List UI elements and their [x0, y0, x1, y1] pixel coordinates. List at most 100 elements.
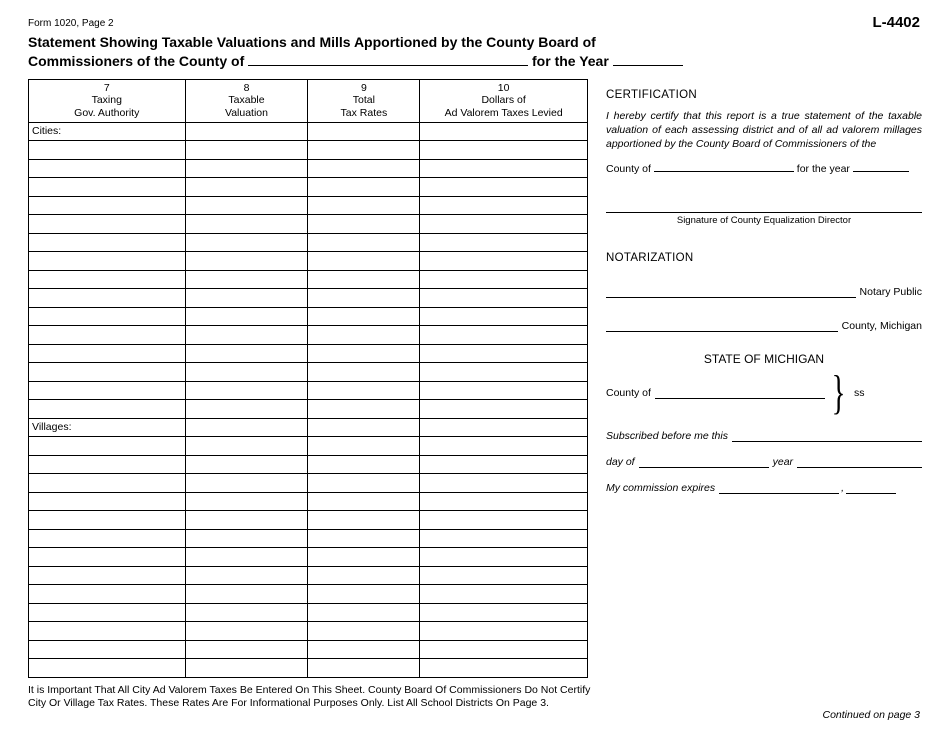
table-cell[interactable]	[308, 159, 420, 178]
table-cell[interactable]	[308, 326, 420, 345]
table-cell[interactable]	[420, 307, 588, 326]
table-row[interactable]	[29, 511, 588, 530]
table-cell[interactable]	[185, 529, 308, 548]
table-cell[interactable]	[420, 548, 588, 567]
table-cell[interactable]	[29, 548, 186, 567]
table-cell[interactable]	[420, 566, 588, 585]
day-blank[interactable]	[639, 457, 769, 468]
table-cell[interactable]	[185, 252, 308, 271]
table-row[interactable]	[29, 159, 588, 178]
table-cell[interactable]	[308, 400, 420, 419]
table-cell[interactable]	[185, 566, 308, 585]
table-cell[interactable]	[308, 474, 420, 493]
table-cell[interactable]	[420, 122, 588, 141]
table-cell[interactable]	[29, 326, 186, 345]
table-cell[interactable]	[420, 326, 588, 345]
table-cell[interactable]	[185, 622, 308, 641]
table-cell[interactable]	[308, 233, 420, 252]
ss-county-blank[interactable]	[655, 388, 825, 399]
table-cell[interactable]	[420, 141, 588, 160]
table-cell[interactable]	[185, 159, 308, 178]
table-cell[interactable]	[185, 326, 308, 345]
table-cell[interactable]	[308, 363, 420, 382]
table-cell[interactable]	[308, 270, 420, 289]
table-row[interactable]	[29, 326, 588, 345]
table-row[interactable]	[29, 603, 588, 622]
table-cell[interactable]	[185, 492, 308, 511]
table-cell[interactable]	[185, 215, 308, 234]
cert-year-blank[interactable]	[853, 161, 909, 172]
table-cell[interactable]	[185, 178, 308, 197]
table-row[interactable]	[29, 622, 588, 641]
table-row[interactable]	[29, 529, 588, 548]
table-cell[interactable]	[308, 289, 420, 308]
table-cell[interactable]	[185, 270, 308, 289]
table-cell[interactable]	[185, 603, 308, 622]
table-cell[interactable]	[185, 122, 308, 141]
table-cell[interactable]	[29, 196, 186, 215]
table-row[interactable]	[29, 344, 588, 363]
table-cell[interactable]	[420, 159, 588, 178]
table-row[interactable]	[29, 270, 588, 289]
table-row[interactable]	[29, 455, 588, 474]
table-row[interactable]	[29, 437, 588, 456]
table-cell[interactable]	[185, 344, 308, 363]
table-cell[interactable]	[29, 307, 186, 326]
table-cell[interactable]	[420, 529, 588, 548]
table-cell[interactable]	[420, 585, 588, 604]
table-cell[interactable]	[308, 585, 420, 604]
table-cell[interactable]	[29, 529, 186, 548]
table-cell[interactable]	[185, 141, 308, 160]
county-blank[interactable]	[248, 54, 528, 66]
table-row[interactable]	[29, 252, 588, 271]
table-cell[interactable]	[29, 511, 186, 530]
table-cell[interactable]	[29, 381, 186, 400]
table-cell[interactable]	[185, 640, 308, 659]
table-cell[interactable]	[29, 603, 186, 622]
table-row[interactable]	[29, 363, 588, 382]
table-cell[interactable]	[420, 233, 588, 252]
table-cell[interactable]	[308, 659, 420, 678]
table-cell[interactable]	[185, 363, 308, 382]
table-cell[interactable]	[185, 418, 308, 437]
table-cell[interactable]	[185, 455, 308, 474]
table-cell[interactable]	[29, 344, 186, 363]
table-cell[interactable]	[29, 178, 186, 197]
table-cell[interactable]	[29, 141, 186, 160]
table-cell[interactable]	[420, 252, 588, 271]
table-cell[interactable]	[29, 215, 186, 234]
table-row[interactable]	[29, 640, 588, 659]
table-cell[interactable]	[29, 437, 186, 456]
table-cell[interactable]	[29, 270, 186, 289]
table-row[interactable]	[29, 474, 588, 493]
table-cell[interactable]	[420, 474, 588, 493]
subscribed-blank[interactable]	[732, 431, 922, 442]
table-cell[interactable]	[308, 122, 420, 141]
table-cell[interactable]	[420, 363, 588, 382]
table-cell[interactable]	[29, 400, 186, 419]
table-cell[interactable]	[308, 178, 420, 197]
table-cell[interactable]	[308, 529, 420, 548]
table-cell[interactable]	[308, 548, 420, 567]
table-cell[interactable]	[308, 196, 420, 215]
table-cell[interactable]	[185, 437, 308, 456]
table-cell[interactable]	[308, 418, 420, 437]
expires-blank-2[interactable]	[846, 483, 896, 494]
table-cell[interactable]	[420, 400, 588, 419]
year-blank-2[interactable]	[797, 457, 922, 468]
table-cell[interactable]	[29, 622, 186, 641]
table-cell[interactable]	[420, 215, 588, 234]
table-cell[interactable]	[185, 585, 308, 604]
table-cell[interactable]	[420, 344, 588, 363]
table-cell[interactable]	[420, 289, 588, 308]
table-cell[interactable]	[420, 178, 588, 197]
table-row[interactable]	[29, 492, 588, 511]
table-row[interactable]	[29, 566, 588, 585]
table-cell[interactable]	[420, 659, 588, 678]
table-cell[interactable]	[420, 511, 588, 530]
table-cell[interactable]	[308, 141, 420, 160]
table-row[interactable]	[29, 659, 588, 678]
table-cell[interactable]	[29, 233, 186, 252]
signature-line[interactable]	[606, 201, 922, 213]
table-row[interactable]	[29, 196, 588, 215]
